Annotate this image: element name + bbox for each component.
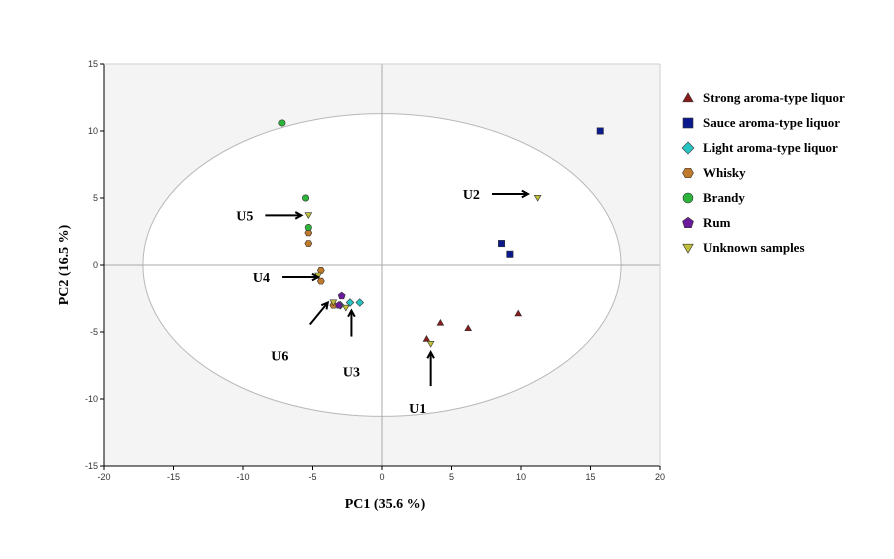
legend-marker-light-aroma-type-liquor <box>681 141 695 155</box>
point-brandy <box>302 194 310 202</box>
y-tick-label: 5 <box>93 193 98 203</box>
arrowhead-u2 <box>521 189 531 199</box>
point-brandy <box>278 119 286 127</box>
point-unknown-samples <box>304 212 313 220</box>
point-whisky <box>316 277 325 285</box>
point-strong-aroma-type-liquor <box>514 309 523 317</box>
x-tick-label: 15 <box>585 472 595 482</box>
x-tick-label: 20 <box>655 472 665 482</box>
y-tick-label: -15 <box>85 461 98 471</box>
arrowhead-u6 <box>320 300 330 310</box>
legend-marker-unknown-samples <box>682 243 694 254</box>
point-unknown-samples <box>329 299 338 307</box>
point-unknown-samples <box>533 194 542 202</box>
legend-label-light-aroma-type-liquor: Light aroma-type liquor <box>703 140 838 155</box>
legend-label-strong-aroma-type-liquor: Strong aroma-type liquor <box>703 90 845 105</box>
annotations: U1 U2 U3 U4 U5 U6 <box>236 188 531 417</box>
point-light-aroma-type-liquor <box>345 298 355 307</box>
point-sauce-aroma-type-liquor <box>506 250 514 258</box>
x-tick-label: -5 <box>308 472 316 482</box>
legend-label-unknown-samples: Unknown samples <box>703 240 805 255</box>
legend-marker-rum <box>682 216 694 228</box>
y-tick-label: 10 <box>88 126 98 136</box>
x-axis-title: PC1 (35.6 %) <box>345 497 426 512</box>
annotation-label-u6: U6 <box>271 350 288 365</box>
legend-marker-sauce-aroma-type-liquor <box>682 117 694 129</box>
point-rum <box>335 301 343 309</box>
y-tick-label: -10 <box>85 394 98 404</box>
axes <box>100 63 661 470</box>
legend-label-rum: Rum <box>703 215 731 230</box>
point-sauce-aroma-type-liquor <box>498 240 506 248</box>
point-light-aroma-type-liquor <box>355 298 365 307</box>
x-tick-label: -10 <box>236 472 249 482</box>
point-whisky <box>304 240 313 247</box>
point-strong-aroma-type-liquor <box>422 335 431 342</box>
legend-label-brandy: Brandy <box>703 190 745 205</box>
legend-marker-brandy <box>682 192 694 204</box>
legend-marker-whisky <box>682 167 694 179</box>
point-strong-aroma-type-liquor <box>464 324 473 332</box>
point-strong-aroma-type-liquor <box>436 318 445 326</box>
x-tick-label: -20 <box>97 472 110 482</box>
point-unknown-samples <box>426 341 435 348</box>
arrow-u6 <box>309 301 329 326</box>
y-tick-label: 15 <box>88 59 98 69</box>
arrowhead-u5 <box>294 211 304 220</box>
point-whisky <box>316 267 325 274</box>
arrowhead-u4 <box>311 272 321 282</box>
annotation-label-u4: U4 <box>253 271 270 286</box>
annotation-label-u5: U5 <box>236 209 253 224</box>
legend: Strong aroma-type liquor Sauce aroma-type… <box>681 90 845 255</box>
annotation-label-u1: U1 <box>409 402 426 417</box>
legend-label-sauce-aroma-type-liquor: Sauce aroma-type liquor <box>703 115 840 130</box>
x-tick-label: 0 <box>379 472 384 482</box>
arrowhead-u1 <box>426 350 435 359</box>
x-tick-label: 10 <box>516 472 526 482</box>
point-sauce-aroma-type-liquor <box>596 127 604 135</box>
point-rum <box>337 291 346 300</box>
legend-marker-strong-aroma-type-liquor <box>682 92 694 103</box>
x-tick-label: -15 <box>167 472 180 482</box>
point-unknown-samples <box>342 304 350 312</box>
annotation-label-u2: U2 <box>463 188 480 203</box>
y-tick-label: 0 <box>93 260 98 270</box>
data-points <box>278 119 604 348</box>
arrowhead-u3 <box>347 308 356 318</box>
annotation-label-u3: U3 <box>343 366 360 381</box>
y-tick-label: -5 <box>90 327 98 337</box>
point-brandy <box>304 223 312 231</box>
y-axis-title: PC2 (16.5 %) <box>57 224 72 305</box>
x-tick-label: 5 <box>449 472 454 482</box>
legend-label-whisky: Whisky <box>703 165 746 180</box>
